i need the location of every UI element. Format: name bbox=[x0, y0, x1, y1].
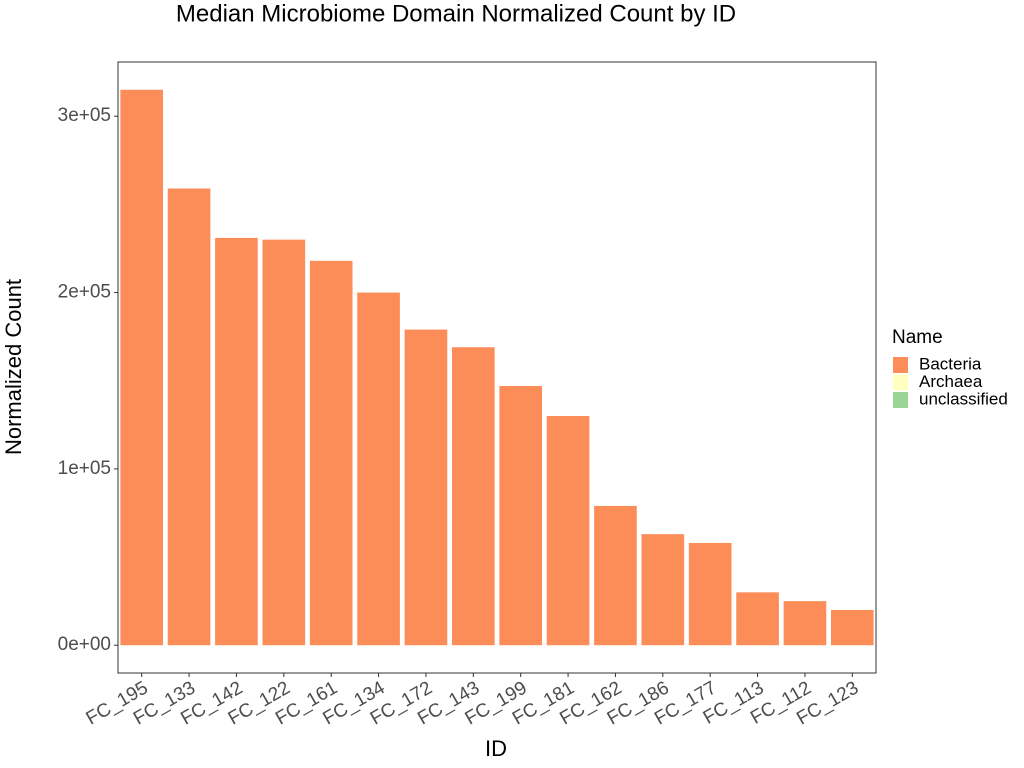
legend-key bbox=[893, 357, 908, 373]
bar bbox=[262, 239, 306, 646]
legend-label: unclassified bbox=[919, 389, 1008, 408]
bar bbox=[404, 329, 448, 646]
legend-title: Name bbox=[892, 327, 943, 348]
legend-key bbox=[893, 374, 908, 391]
bar bbox=[688, 542, 732, 646]
bar bbox=[546, 415, 590, 646]
y-tick-label: 2e+05 bbox=[58, 282, 111, 303]
bar bbox=[215, 237, 258, 646]
legend-label: Bacteria bbox=[919, 354, 982, 373]
bar bbox=[641, 534, 685, 646]
bar bbox=[309, 260, 353, 646]
legend-key bbox=[893, 392, 908, 408]
chart-title: Median Microbiome Domain Normalized Coun… bbox=[176, 0, 736, 27]
bar bbox=[594, 505, 637, 646]
bar bbox=[783, 601, 827, 646]
y-axis-title: Normalized Count bbox=[1, 279, 26, 455]
y-tick-label: 0e+00 bbox=[58, 634, 111, 655]
y-tick-label: 3e+05 bbox=[58, 105, 111, 126]
plot-border bbox=[117, 61, 877, 674]
bar bbox=[357, 292, 400, 646]
bar bbox=[120, 89, 164, 646]
bar bbox=[451, 347, 495, 646]
bar bbox=[830, 609, 874, 646]
bar bbox=[736, 592, 779, 646]
legend-label: Archaea bbox=[919, 372, 983, 391]
x-axis-title: ID bbox=[485, 736, 507, 761]
bar bbox=[499, 386, 543, 646]
bar bbox=[167, 188, 211, 646]
y-tick-label: 1e+05 bbox=[58, 458, 111, 479]
